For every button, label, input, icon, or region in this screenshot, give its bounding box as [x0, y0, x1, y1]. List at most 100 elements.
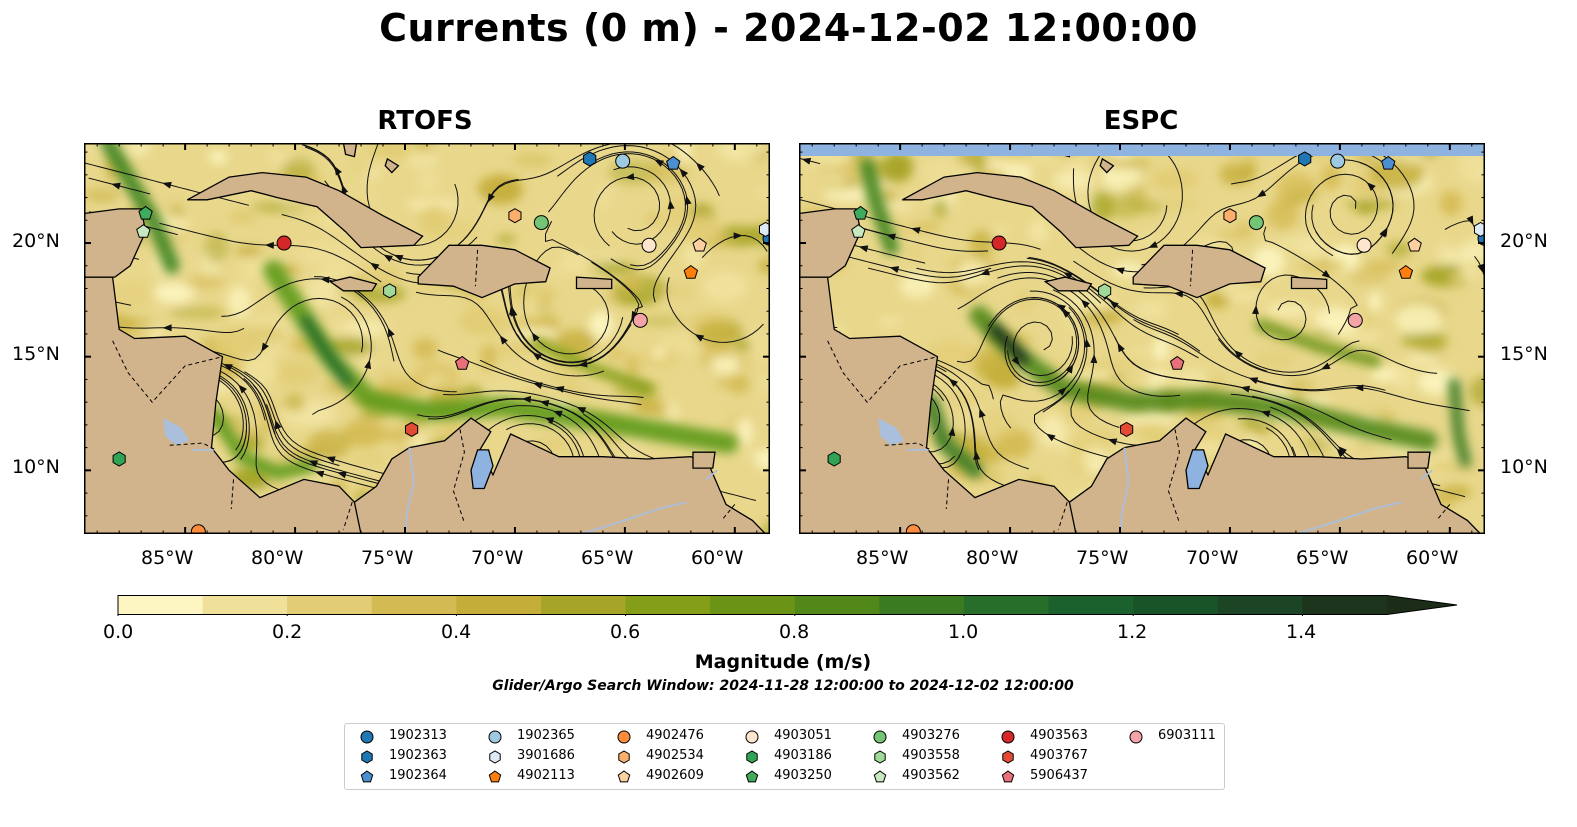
x-tick-label: 85°W	[141, 547, 194, 569]
colorbar-tick-label: 0.8	[779, 621, 810, 643]
country-border	[1436, 504, 1451, 521]
flow-arrow	[531, 332, 540, 342]
strong-current-band	[84, 143, 739, 480]
flow-arrow	[1234, 350, 1244, 359]
flow-arrow	[320, 276, 330, 284]
flow-arrow	[1321, 269, 1331, 279]
float-marker-4903563	[276, 235, 292, 251]
legend-label: 4903250	[774, 768, 832, 783]
flow-arrow	[667, 199, 675, 210]
legend-marker-circle-icon	[1129, 730, 1143, 744]
flow-arrow	[1011, 356, 1020, 366]
land-jamaica	[328, 276, 378, 292]
colorbar-tick-label: 0.2	[272, 621, 303, 643]
float-marker-4902609	[1407, 237, 1422, 252]
legend-marker-hexagon-icon	[874, 750, 886, 764]
flow-arrow	[162, 324, 172, 332]
legend-marker-circle-icon	[873, 730, 887, 744]
land-hispaniola	[417, 244, 551, 299]
colorbar-segment	[1048, 595, 1134, 615]
x-tick-label: 75°W	[1076, 547, 1129, 569]
flow-arrow	[1354, 384, 1364, 392]
flow-arrow	[1256, 189, 1267, 198]
flow-arrow	[393, 254, 404, 262]
land-trinidad	[1407, 451, 1431, 469]
land-puertoRico	[1290, 276, 1328, 290]
float-marker-4903563	[991, 235, 1007, 251]
panel-title-espc: ESPC	[1103, 106, 1179, 136]
country-border	[1167, 429, 1180, 523]
colorbar-tick-label: 1.0	[948, 621, 979, 643]
legend-marker-hexagon-icon	[489, 750, 501, 764]
country-border	[721, 504, 736, 521]
flow-arrow	[576, 406, 587, 414]
map-panel-espc	[799, 143, 1485, 534]
flow-arrow	[696, 162, 705, 172]
country-border	[169, 442, 217, 451]
x-tick-label: 70°W	[1186, 547, 1239, 569]
float-markers	[827, 151, 1485, 534]
float-marker-4903051	[1356, 237, 1372, 253]
legend-label: 1902364	[389, 768, 447, 783]
flow-arrow	[364, 359, 372, 370]
float-marker-4902534	[508, 208, 522, 224]
legend-marker-pentagon-icon	[873, 770, 887, 783]
legend-label: 4903276	[902, 728, 960, 743]
land	[84, 143, 770, 534]
y-tick-label: 15°N	[1500, 343, 1548, 365]
legend-marker-pentagon-icon	[488, 770, 502, 783]
x-tick-label: 60°W	[1406, 547, 1459, 569]
flow-arrow	[1148, 241, 1158, 248]
lake-maracaibo	[1185, 449, 1209, 490]
legend-marker-pentagon-icon	[617, 770, 631, 783]
legend-label: 1902363	[389, 748, 447, 763]
flow-arrow	[1380, 227, 1388, 237]
flow-arrow	[1046, 433, 1056, 442]
float-marker-1902363	[1298, 151, 1312, 167]
flow-arrow	[886, 233, 896, 241]
flow-arrow	[387, 327, 395, 338]
flow-arrow	[979, 408, 986, 418]
river	[404, 447, 415, 534]
float-marker-4903276	[533, 215, 549, 231]
y-tick-label: 15°N	[12, 343, 60, 365]
flow-arrow	[948, 378, 959, 388]
float-marker-1902364	[666, 155, 681, 170]
float-marker-4903276	[1248, 215, 1264, 231]
legend-label: 4903186	[774, 748, 832, 763]
flow-arrow	[1320, 362, 1331, 370]
flow-arrow	[1107, 438, 1118, 446]
flow-arrow	[544, 417, 555, 424]
figure-title: Currents (0 m) - 2024-12-02 12:00:00	[379, 6, 1198, 50]
colorbar-segment	[456, 595, 542, 615]
land-jamaica	[1043, 276, 1093, 292]
float-marker-4903186	[112, 451, 126, 467]
flow-arrow	[499, 335, 508, 345]
flow-arrow	[1061, 309, 1071, 318]
flow-arrow	[1057, 387, 1067, 396]
legend-marker-hexagon-icon	[746, 750, 758, 764]
float-marker-4903558	[383, 283, 397, 299]
float-marker-3901686	[1474, 221, 1485, 237]
land-yucatan	[799, 208, 862, 278]
flow-arrow	[1083, 338, 1091, 348]
country-border	[112, 340, 223, 403]
flow-arrow	[1109, 300, 1119, 309]
flow-arrow	[679, 168, 689, 178]
land-puertoRico	[575, 276, 613, 290]
map-panel-rtofs	[84, 143, 770, 534]
colorbar-segment	[879, 595, 965, 615]
x-tick-label: 70°W	[471, 547, 524, 569]
float-marker-4902534	[1223, 208, 1237, 224]
country-border	[474, 249, 479, 287]
float-marker-4902476	[190, 524, 206, 534]
x-tick-label: 65°W	[1296, 547, 1349, 569]
river	[1119, 447, 1130, 534]
flow-arrow	[1248, 377, 1259, 384]
legend-label: 4902534	[646, 748, 704, 763]
flow-arrow	[1090, 354, 1098, 364]
flow-arrow	[1173, 290, 1184, 298]
panel-title-rtofs: RTOFS	[377, 106, 473, 136]
x-tick-label: 85°W	[856, 547, 909, 569]
float-marker-1902365	[1330, 153, 1346, 169]
